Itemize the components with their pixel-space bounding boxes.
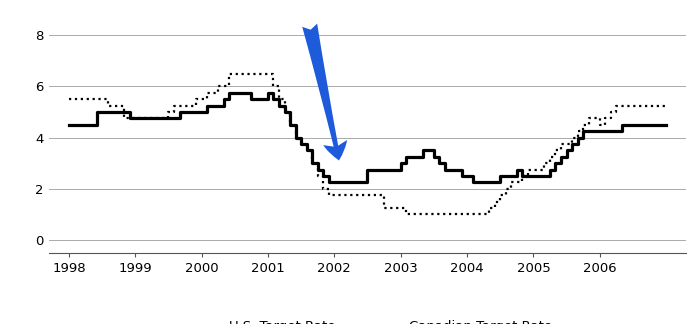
Line: U.S. Target Rate: U.S. Target Rate	[69, 74, 666, 214]
U.S. Target Rate	[297, 142, 305, 146]
U.S. Target Rate	[64, 97, 73, 101]
Line: Canadian Target Rate: Canadian Target Rate	[69, 93, 666, 182]
Canadian Target Rate	[396, 161, 405, 165]
U.S. Target Rate	[302, 148, 311, 152]
Canadian Target Rate	[335, 180, 344, 184]
Legend: U.S. Target Rate, Canadian Target Rate: U.S. Target Rate, Canadian Target Rate	[178, 315, 557, 324]
Canadian Target Rate	[175, 110, 183, 114]
U.S. Target Rate	[220, 85, 228, 88]
Canadian Target Rate	[270, 97, 278, 101]
U.S. Target Rate	[402, 213, 410, 216]
Canadian Target Rate	[662, 123, 671, 127]
U.S. Target Rate	[662, 104, 671, 108]
Canadian Target Rate	[64, 123, 73, 127]
U.S. Target Rate	[346, 193, 355, 197]
U.S. Target Rate	[468, 213, 477, 216]
Canadian Target Rate	[325, 180, 333, 184]
Canadian Target Rate	[573, 136, 582, 140]
Canadian Target Rate	[220, 97, 228, 101]
U.S. Target Rate	[225, 72, 234, 75]
Canadian Target Rate	[225, 91, 234, 95]
U.S. Target Rate	[330, 193, 339, 197]
